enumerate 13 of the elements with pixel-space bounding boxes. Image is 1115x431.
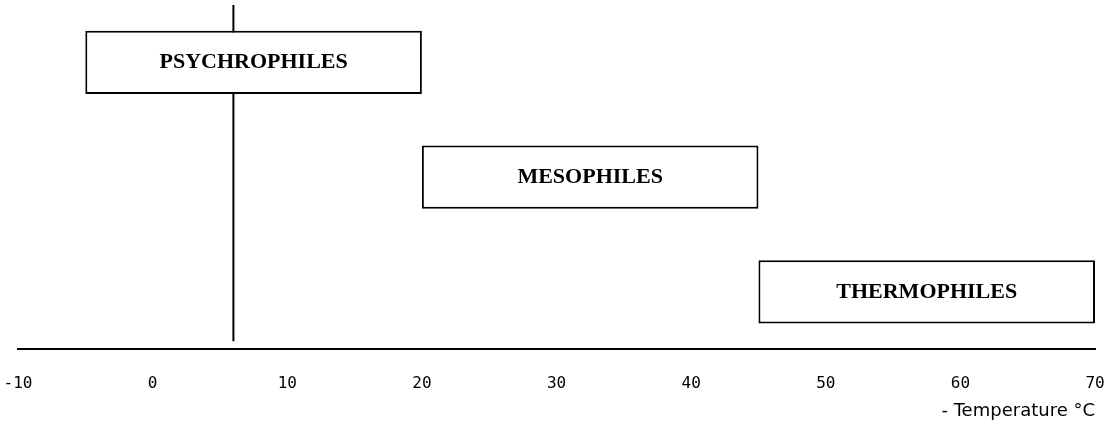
x-axis-title: - Temperature °C <box>941 398 1095 420</box>
x-tick-label: 50 <box>816 372 836 392</box>
x-tick-label: -10 <box>3 372 33 392</box>
x-tick-label: 60 <box>950 372 971 392</box>
x-tick-label: 0 <box>147 372 158 392</box>
y-tick-label: MESOPHILES <box>517 162 663 188</box>
x-tick-label: 40 <box>681 372 701 392</box>
x-tick-label: 70 <box>1085 372 1105 392</box>
x-tick-label: 30 <box>546 372 567 392</box>
y-tick-label: THERMOPHILES <box>836 277 1018 303</box>
y-tick-label: PSYCHROPHILES <box>159 48 348 74</box>
x-tick-label: 10 <box>277 372 297 392</box>
x-tick-label: 20 <box>412 372 432 392</box>
